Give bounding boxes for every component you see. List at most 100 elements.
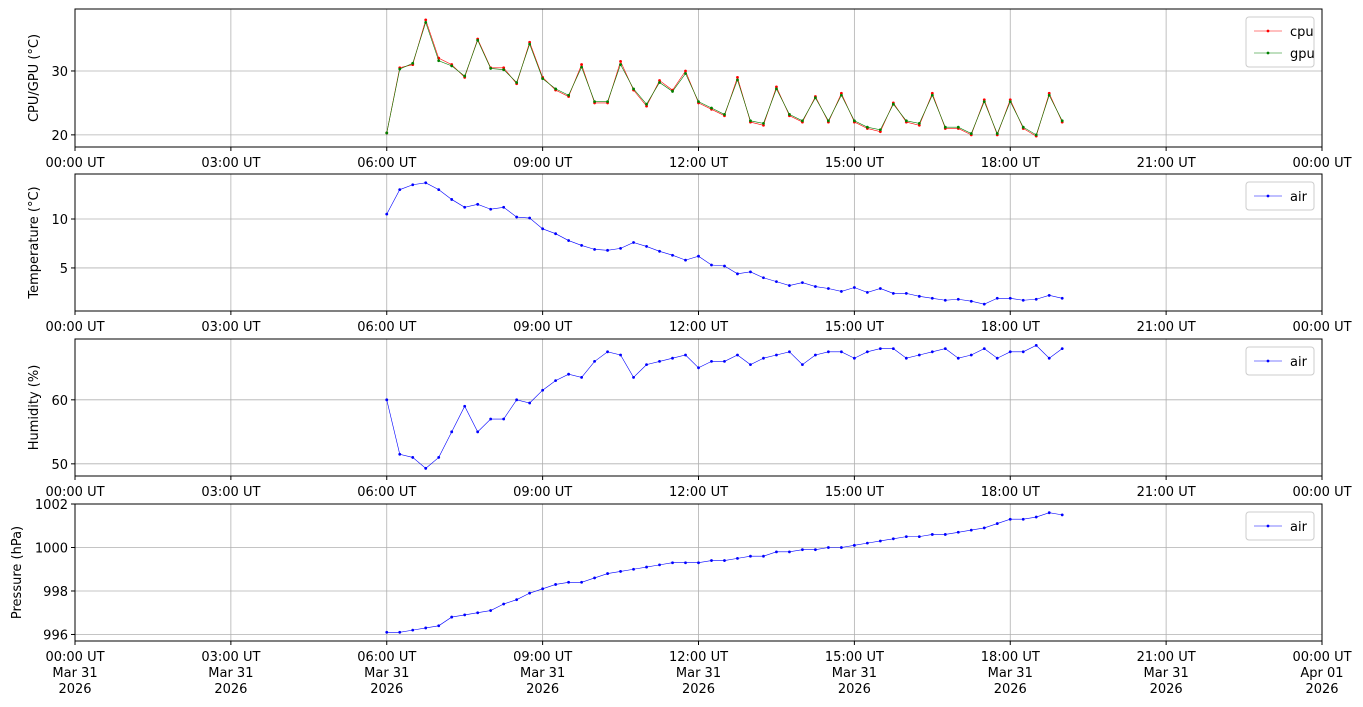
data-point bbox=[398, 188, 402, 192]
data-point bbox=[619, 246, 622, 250]
data-point bbox=[658, 563, 661, 567]
data-point bbox=[684, 72, 687, 75]
data-point bbox=[541, 77, 545, 81]
data-point bbox=[580, 65, 583, 69]
data-point bbox=[580, 63, 583, 66]
data-point bbox=[658, 360, 661, 363]
data-point bbox=[995, 522, 999, 525]
data-point bbox=[1060, 513, 1064, 517]
data-point bbox=[450, 615, 454, 619]
data-point bbox=[982, 526, 986, 530]
data-point bbox=[424, 626, 428, 630]
data-point bbox=[502, 68, 506, 72]
legend-label: air bbox=[1290, 355, 1308, 370]
data-point bbox=[878, 128, 882, 132]
series-line bbox=[386, 345, 1063, 469]
data-point bbox=[489, 67, 493, 70]
data-point bbox=[645, 245, 648, 248]
data-point bbox=[878, 287, 882, 290]
data-point bbox=[528, 40, 532, 44]
data-point bbox=[710, 106, 713, 110]
data-point bbox=[1008, 296, 1012, 300]
data-point bbox=[969, 353, 973, 357]
data-point bbox=[878, 130, 882, 134]
data-point bbox=[878, 539, 882, 543]
data-point bbox=[956, 297, 960, 301]
x-tick-label: 00:00 UT bbox=[1292, 320, 1351, 335]
series-line bbox=[386, 18, 1063, 137]
data-point bbox=[891, 102, 895, 106]
legend-marker bbox=[1266, 194, 1270, 198]
x-tick-label: 00:00 UT bbox=[1292, 485, 1351, 500]
data-point bbox=[1034, 133, 1038, 137]
y-tick-label: 998 bbox=[43, 585, 68, 600]
data-point bbox=[865, 541, 869, 545]
data-point bbox=[1034, 515, 1038, 519]
y-tick-label: 996 bbox=[43, 628, 68, 643]
data-point bbox=[606, 100, 609, 104]
data-point bbox=[775, 550, 778, 554]
data-point bbox=[684, 353, 687, 357]
data-point bbox=[956, 530, 960, 534]
data-point bbox=[1021, 298, 1025, 302]
x-tick-label: 03:00 UT bbox=[201, 156, 260, 171]
data-point bbox=[930, 350, 934, 354]
data-point bbox=[956, 356, 960, 360]
subplot: 00:00 UT 03:00 UT 06:00 UT 09:00 UT 12:00 UT… bbox=[27, 173, 1352, 335]
data-point bbox=[554, 583, 558, 586]
data-point bbox=[385, 131, 389, 135]
y-tick-label: 1000 bbox=[35, 541, 68, 556]
data-point bbox=[515, 598, 519, 602]
data-point bbox=[476, 430, 480, 434]
data-point bbox=[554, 87, 558, 91]
data-point bbox=[411, 61, 415, 65]
data-point bbox=[502, 602, 506, 606]
data-point bbox=[671, 253, 674, 257]
x-tick-label: 03:00 UT bbox=[201, 485, 260, 500]
data-point bbox=[904, 356, 908, 360]
data-point bbox=[1008, 98, 1012, 102]
x-tick-label: 21:00 UT bbox=[1137, 485, 1196, 500]
x-tick-label: 00:00 UT Apr 01 2026 bbox=[1292, 650, 1351, 697]
x-tick-label: 15:00 UT Mar 31 2026 bbox=[825, 650, 884, 697]
data-point bbox=[619, 59, 622, 63]
data-point bbox=[917, 535, 921, 539]
data-point bbox=[528, 591, 532, 595]
y-tick-label: 30 bbox=[51, 65, 68, 80]
data-point bbox=[917, 294, 921, 298]
data-point bbox=[554, 379, 558, 383]
data-point bbox=[1021, 125, 1025, 129]
data-point bbox=[969, 132, 973, 135]
data-point bbox=[995, 356, 999, 360]
data-point bbox=[839, 93, 843, 97]
data-point bbox=[969, 528, 973, 532]
legend-label: cpu bbox=[1290, 25, 1314, 40]
data-point bbox=[697, 366, 700, 370]
data-point bbox=[411, 456, 415, 459]
data-point bbox=[671, 561, 674, 565]
data-point bbox=[567, 580, 571, 584]
data-point bbox=[749, 554, 752, 558]
data-point bbox=[917, 353, 921, 357]
data-point bbox=[762, 276, 765, 280]
data-point bbox=[554, 232, 558, 236]
x-tick-label: 00:00 UT bbox=[1292, 156, 1351, 171]
data-point bbox=[710, 360, 713, 363]
plot-frame bbox=[74, 173, 1323, 312]
data-point bbox=[995, 296, 999, 300]
subplot: 00:00 UT Mar 31 2026 03:00 UT Mar 31 2026 06:0… bbox=[10, 498, 1352, 697]
data-point bbox=[437, 188, 441, 192]
data-point bbox=[619, 353, 622, 357]
data-point bbox=[878, 347, 882, 351]
data-point bbox=[580, 244, 583, 247]
x-tick-label: 00:00 UT bbox=[45, 320, 104, 335]
data-point bbox=[788, 550, 791, 554]
data-point bbox=[593, 576, 596, 580]
plot-frame bbox=[74, 338, 1323, 477]
data-point bbox=[593, 100, 596, 104]
data-point bbox=[411, 183, 415, 187]
data-point bbox=[723, 113, 726, 116]
y-axis-label: Humidity (%) bbox=[27, 365, 42, 451]
data-point bbox=[943, 298, 947, 302]
data-point bbox=[567, 93, 571, 97]
